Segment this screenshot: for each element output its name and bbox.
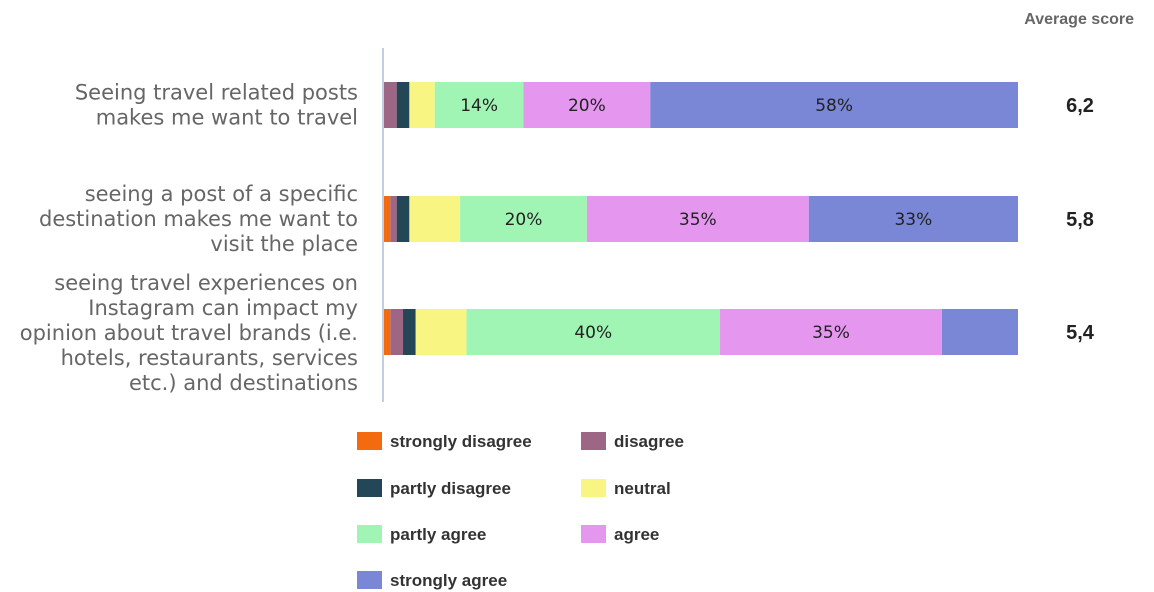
bar-segment-3-strongly-agree <box>941 309 1018 355</box>
category-label-line: visit the place <box>210 232 358 256</box>
legend-label: strongly agree <box>390 571 507 590</box>
category-label-3: seeing travel experiences on Instagram ca… <box>20 271 358 395</box>
category-label-2: seeing a post of a specific destination m… <box>39 182 358 256</box>
bar-segment-1-strongly-agree <box>650 82 1018 128</box>
data-label: 35% <box>812 323 850 343</box>
category-label-1: Seeing travel related posts makes me want… <box>75 81 358 130</box>
legend-swatch-neutral <box>581 479 606 497</box>
data-label: 20% <box>505 210 543 230</box>
category-label-line: hotels, restaurants, services <box>61 346 358 370</box>
average-score-title: Average score <box>1024 11 1134 28</box>
average-score-value: 6,2 <box>1066 95 1094 117</box>
bars-group: 14% 20% 58% 20% 35% 33% 40% 35% <box>384 82 1018 355</box>
legend-label: strongly disagree <box>390 432 532 451</box>
legend-swatch-strongly-agree <box>357 571 382 589</box>
average-score-value: 5,4 <box>1066 322 1095 344</box>
bar-segment-1-agree <box>523 82 651 128</box>
legend-label: disagree <box>614 432 684 451</box>
legend-swatch-agree <box>581 525 606 543</box>
legend: strongly disagree disagree partly disagree… <box>357 432 684 590</box>
bar-segment-1-partly-disagree <box>396 82 410 128</box>
legend-label: partly disagree <box>390 479 511 498</box>
bar-segment-2-partly-agree <box>460 196 587 242</box>
bar-segment-1-partly-agree <box>434 82 524 128</box>
bar-segment-2-agree <box>586 196 809 242</box>
bar-segment-2-strongly-agree <box>808 196 1018 242</box>
legend-label: agree <box>614 525 659 544</box>
average-scores-group: 6,2 5,8 5,4 <box>1066 95 1095 344</box>
category-label-line: seeing a post of a specific <box>85 182 358 206</box>
bar-segment-2-disagree <box>390 196 397 242</box>
legend-swatch-strongly-disagree <box>357 432 382 450</box>
category-labels-group: Seeing travel related posts makes me want… <box>20 81 358 396</box>
legend-label: partly agree <box>390 525 486 544</box>
category-label-line: seeing travel experiences on <box>54 271 358 295</box>
category-label-line: Instagram can impact my <box>88 296 358 320</box>
data-label: 33% <box>894 210 932 230</box>
bar-segment-3-agree <box>720 309 942 355</box>
legend-swatch-partly-disagree <box>357 479 382 497</box>
bar-segment-2-partly-disagree <box>396 196 410 242</box>
category-label-line: opinion about travel brands (i.e. <box>20 321 358 345</box>
legend-swatch-partly-agree <box>357 525 382 543</box>
legend-swatch-disagree <box>581 432 606 450</box>
data-label: 40% <box>574 323 612 343</box>
bar-segment-3-disagree <box>390 309 404 355</box>
bar-segment-3-strongly-disagree <box>384 309 391 355</box>
bar-segment-3-neutral <box>415 309 467 355</box>
category-label-line: etc.) and destinations <box>129 371 358 395</box>
data-label: 58% <box>815 96 853 116</box>
bar-segment-3-partly-disagree <box>403 309 416 355</box>
bar-segment-1-neutral <box>409 82 435 128</box>
data-label: 35% <box>679 210 717 230</box>
bar-segment-2-neutral <box>409 196 461 242</box>
data-label: 14% <box>460 96 498 116</box>
category-label-line: Seeing travel related posts <box>75 81 358 105</box>
data-label: 20% <box>568 96 606 116</box>
bar-segment-1-disagree <box>384 82 397 128</box>
legend-label: neutral <box>614 479 671 498</box>
bar-segment-2-strongly-disagree <box>384 196 391 242</box>
category-label-line: destination makes me want to <box>39 207 358 231</box>
average-score-value: 5,8 <box>1066 209 1094 231</box>
category-label-line: makes me want to travel <box>96 106 358 130</box>
bar-segment-3-partly-agree <box>466 309 721 355</box>
